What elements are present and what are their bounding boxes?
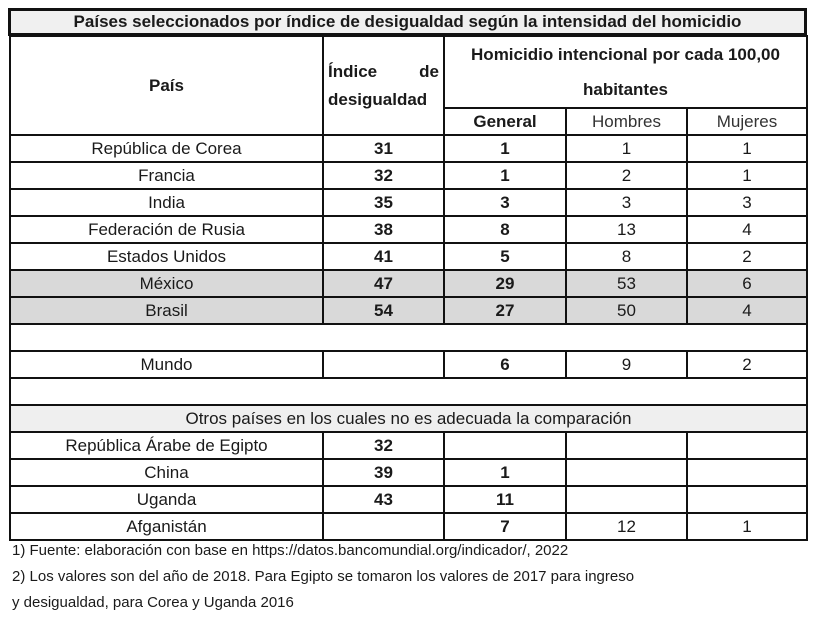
- country-cell: República de Corea: [9, 134, 324, 163]
- other-countries-label: Otros países en los cuales no es adecuad…: [9, 404, 808, 433]
- women-cell: 3: [686, 188, 808, 217]
- men-cell: [565, 431, 688, 460]
- men-cell: 9: [565, 350, 688, 379]
- index-cell: 38: [322, 215, 445, 244]
- table-title: Países seleccionados por índice de desig…: [8, 8, 807, 36]
- header-women: Mujeres: [686, 107, 808, 136]
- men-cell: 53: [565, 269, 688, 298]
- table-row: China 39 1: [9, 458, 808, 487]
- women-cell: 2: [686, 350, 808, 379]
- women-cell: 6: [686, 269, 808, 298]
- spacer-cell: [9, 323, 808, 352]
- world-row: Mundo 6 9 2: [9, 350, 808, 379]
- general-cell: 27: [443, 296, 567, 325]
- table-row: India 35 3 3 3: [9, 188, 808, 217]
- women-cell: [686, 458, 808, 487]
- spacer-cell: [9, 377, 808, 406]
- country-cell: República Árabe de Egipto: [9, 431, 324, 460]
- index-cell: 31: [322, 134, 445, 163]
- header-country: País: [9, 35, 324, 136]
- men-cell: 2: [565, 161, 688, 190]
- section-header-row: Otros países en los cuales no es adecuad…: [9, 404, 808, 433]
- general-cell: 3: [443, 188, 567, 217]
- index-cell: 54: [322, 296, 445, 325]
- women-cell: 1: [686, 134, 808, 163]
- table-row: Uganda 43 11: [9, 485, 808, 514]
- women-cell: 4: [686, 215, 808, 244]
- country-cell: Estados Unidos: [9, 242, 324, 271]
- spacer-row: [9, 377, 808, 406]
- footnote-years: 2) Los valores son del año de 2018. Para…: [12, 568, 635, 585]
- women-cell: [686, 431, 808, 460]
- index-cell: 32: [322, 431, 445, 460]
- index-cell: 41: [322, 242, 445, 271]
- index-cell: 43: [322, 485, 445, 514]
- table-row: República Árabe de Egipto 32: [9, 431, 808, 460]
- footnotes: 1) Fuente: elaboración con base en https…: [12, 538, 634, 616]
- women-cell: 1: [686, 161, 808, 190]
- header-general: General: [443, 107, 567, 136]
- general-cell: [443, 431, 567, 460]
- general-cell: 1: [443, 458, 567, 487]
- header-homicide: Homicidio intencional por cada 100,00 ha…: [443, 35, 808, 109]
- general-cell: 29: [443, 269, 567, 298]
- general-cell: 6: [443, 350, 567, 379]
- index-cell: 35: [322, 188, 445, 217]
- women-cell: 4: [686, 296, 808, 325]
- country-cell: Federación de Rusia: [9, 215, 324, 244]
- women-cell: [686, 485, 808, 514]
- country-cell: China: [9, 458, 324, 487]
- men-cell: 3: [565, 188, 688, 217]
- general-cell: 1: [443, 161, 567, 190]
- country-cell: México: [9, 269, 324, 298]
- homicide-inequality-table: País Índice de desigualdad Homicidio inte…: [9, 35, 808, 541]
- footnote-years-cont: y desigualdad, para Corea y Uganda 2016: [12, 594, 294, 611]
- men-cell: [565, 485, 688, 514]
- country-cell: Uganda: [9, 485, 324, 514]
- header-de-word: de: [419, 61, 439, 81]
- men-cell: [565, 458, 688, 487]
- table-row: Federación de Rusia 38 8 13 4: [9, 215, 808, 244]
- women-cell: 1: [686, 512, 808, 541]
- country-cell: Afganistán: [9, 512, 324, 541]
- header-index-word: Índice: [328, 61, 378, 81]
- header-men: Hombres: [565, 107, 688, 136]
- index-cell: [322, 350, 445, 379]
- table-row: Francia 32 1 2 1: [9, 161, 808, 190]
- country-cell: Francia: [9, 161, 324, 190]
- country-cell: India: [9, 188, 324, 217]
- table-row: República de Corea 31 1 1 1: [9, 134, 808, 163]
- table-row-highlighted: Brasil 54 27 50 4: [9, 296, 808, 325]
- index-cell: 39: [322, 458, 445, 487]
- spacer-row: [9, 323, 808, 352]
- header-index-line2: desigualdad: [328, 89, 428, 109]
- men-cell: 12: [565, 512, 688, 541]
- index-cell: [322, 512, 445, 541]
- general-cell: 7: [443, 512, 567, 541]
- men-cell: 50: [565, 296, 688, 325]
- general-cell: 1: [443, 134, 567, 163]
- women-cell: 2: [686, 242, 808, 271]
- index-cell: 32: [322, 161, 445, 190]
- general-cell: 11: [443, 485, 567, 514]
- general-cell: 5: [443, 242, 567, 271]
- table-row-highlighted: México 47 29 53 6: [9, 269, 808, 298]
- header-inequality-index: Índice de desigualdad: [322, 35, 445, 136]
- country-cell: Brasil: [9, 296, 324, 325]
- footnote-source: 1) Fuente: elaboración con base en https…: [12, 542, 569, 559]
- country-cell: Mundo: [9, 350, 324, 379]
- men-cell: 8: [565, 242, 688, 271]
- table-row: Estados Unidos 41 5 8 2: [9, 242, 808, 271]
- men-cell: 13: [565, 215, 688, 244]
- general-cell: 8: [443, 215, 567, 244]
- index-cell: 47: [322, 269, 445, 298]
- men-cell: 1: [565, 134, 688, 163]
- table-row: Afganistán 7 12 1: [9, 512, 808, 541]
